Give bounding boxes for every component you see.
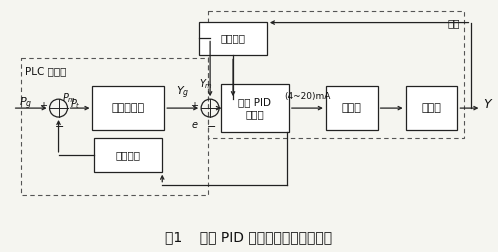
Text: +: + [190,101,198,111]
Bar [199,22,267,55]
Text: $P_m$: $P_m$ [62,91,76,105]
Text: 测理变送: 测理变送 [221,34,246,44]
Bar [93,86,164,130]
Text: +: + [38,101,47,111]
Bar [95,138,162,172]
Text: 模糊 PID
控制器: 模糊 PID 控制器 [239,97,271,119]
Text: $Y$: $Y$ [484,98,494,111]
Bar [208,11,465,138]
Text: 仪表: 仪表 [448,19,461,28]
Text: (4~20)mA: (4~20)mA [284,92,331,101]
Text: $Y_g$: $Y_g$ [176,85,189,101]
Text: 图1    模糊 PID 控制配料秤系统方框图: 图1 模糊 PID 控制配料秤系统方框图 [165,230,333,244]
Text: 测量变送: 测量变送 [116,150,141,160]
Text: 给定值调整: 给定值调整 [112,103,145,113]
Text: −: − [206,122,216,132]
Bar [221,84,289,132]
Text: $P_g$: $P_g$ [18,96,32,112]
Bar [326,86,377,130]
Text: 变频器: 变频器 [342,103,362,113]
Text: $e$: $e$ [191,120,198,130]
Bar [405,86,458,130]
Text: −: − [55,122,64,132]
Text: $P_t$: $P_t$ [70,97,80,111]
Bar [20,58,208,195]
Text: 给料机: 给料机 [421,103,441,113]
Text: $Y_m$: $Y_m$ [199,77,213,91]
Text: PLC 上位机: PLC 上位机 [24,66,66,76]
